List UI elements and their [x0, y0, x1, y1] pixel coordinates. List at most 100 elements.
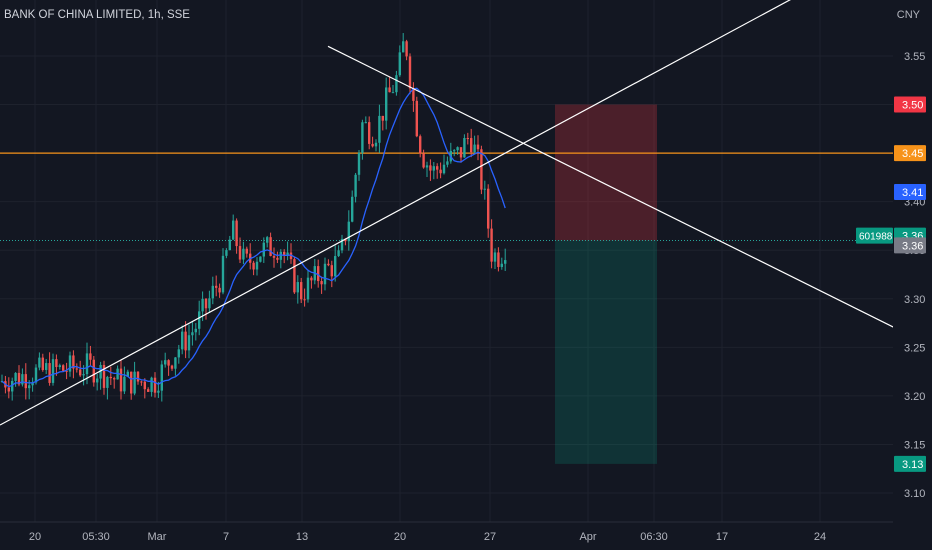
candle: [381, 115, 384, 131]
candle: [65, 362, 68, 380]
horizontal-level: [0, 152, 893, 242]
candle-body: [116, 368, 119, 380]
candle-body: [24, 374, 27, 389]
candle-body: [123, 376, 126, 392]
candle-body: [245, 248, 248, 254]
candle-body: [398, 52, 401, 76]
candle: [388, 76, 391, 93]
candle-body: [106, 376, 109, 388]
candle-body: [85, 353, 89, 375]
symbol-label-box: [856, 227, 893, 244]
candle-body: [303, 299, 306, 301]
candle: [317, 259, 320, 288]
candle: [143, 378, 146, 399]
candle-body: [51, 359, 55, 383]
candle: [313, 259, 316, 285]
candle-body: [317, 266, 320, 282]
candle: [351, 190, 354, 223]
candle: [14, 372, 17, 387]
candle-body: [405, 41, 408, 57]
price-label: 3.50: [894, 96, 926, 113]
candle-body: [490, 228, 493, 262]
candle-body: [395, 75, 398, 93]
candle: [374, 139, 378, 152]
candle: [225, 248, 228, 259]
candle-body: [296, 282, 299, 293]
candle: [228, 235, 231, 251]
price-label-box: [894, 237, 926, 254]
candle-body: [143, 381, 146, 390]
x-tick-label: 06:30: [640, 531, 668, 543]
candle-body: [204, 298, 208, 309]
candle-body: [412, 88, 415, 101]
symbol-label: 601988: [856, 227, 893, 244]
candle-body: [344, 238, 347, 242]
candle-body: [347, 221, 350, 242]
candle-body: [34, 367, 38, 383]
candle-body: [466, 138, 469, 140]
candle-body: [102, 364, 106, 388]
candle: [279, 249, 282, 269]
x-tick-label: 20: [29, 531, 41, 543]
candle: [262, 237, 265, 263]
candle-body: [174, 357, 177, 369]
candle: [109, 366, 112, 385]
x-tick-label: Apr: [579, 531, 596, 543]
candle: [153, 372, 157, 398]
candle-body: [92, 359, 95, 383]
candle: [170, 364, 174, 371]
candle: [11, 377, 14, 401]
candle: [75, 363, 78, 373]
candle-body: [493, 252, 497, 262]
price-label-text: 3.13: [902, 459, 923, 471]
candle: [194, 323, 197, 341]
candle: [215, 275, 218, 297]
candle-body: [340, 238, 344, 251]
candle-body: [357, 152, 361, 175]
chart-title: BANK OF CHINA LIMITED, 1h, SSE: [4, 9, 190, 21]
y-tick-label: 3.10: [904, 488, 925, 500]
candle: [255, 257, 259, 276]
candle-body: [14, 372, 17, 381]
candle-body: [279, 251, 282, 260]
candle: [184, 321, 187, 359]
candle-body: [334, 256, 337, 277]
candle-body: [167, 360, 170, 366]
candle: [456, 146, 459, 155]
candle-body: [153, 377, 157, 393]
candle-body: [310, 277, 313, 281]
candle: [371, 136, 374, 148]
candle: [385, 77, 388, 130]
candle: [432, 162, 435, 180]
candle: [289, 243, 293, 264]
position-zones: [555, 104, 657, 464]
candle-body: [136, 371, 140, 382]
candle: [459, 147, 463, 163]
candle-body: [388, 87, 391, 93]
candle-body: [140, 381, 143, 383]
candle-body: [459, 147, 463, 158]
candle: [436, 163, 439, 179]
candle-body: [422, 153, 425, 168]
candle-body: [191, 332, 194, 336]
candle-body: [109, 376, 112, 379]
ma-line: [1, 87, 506, 388]
candle-body: [147, 389, 150, 392]
candle-body: [259, 256, 262, 262]
candle-body: [289, 252, 293, 260]
candle-body: [170, 365, 174, 369]
candle-body: [235, 220, 238, 247]
x-tick-label: 05:30: [82, 531, 110, 543]
candle-body: [252, 262, 255, 270]
candle: [164, 352, 167, 368]
candle-body: [68, 355, 72, 372]
candle: [330, 260, 333, 288]
candle-body: [330, 265, 333, 277]
candle: [167, 359, 170, 376]
candle-body: [286, 252, 289, 256]
take-profit-zone: [555, 240, 657, 464]
candle-body: [453, 150, 456, 152]
candle-body: [337, 250, 340, 257]
candle-body: [242, 248, 245, 260]
